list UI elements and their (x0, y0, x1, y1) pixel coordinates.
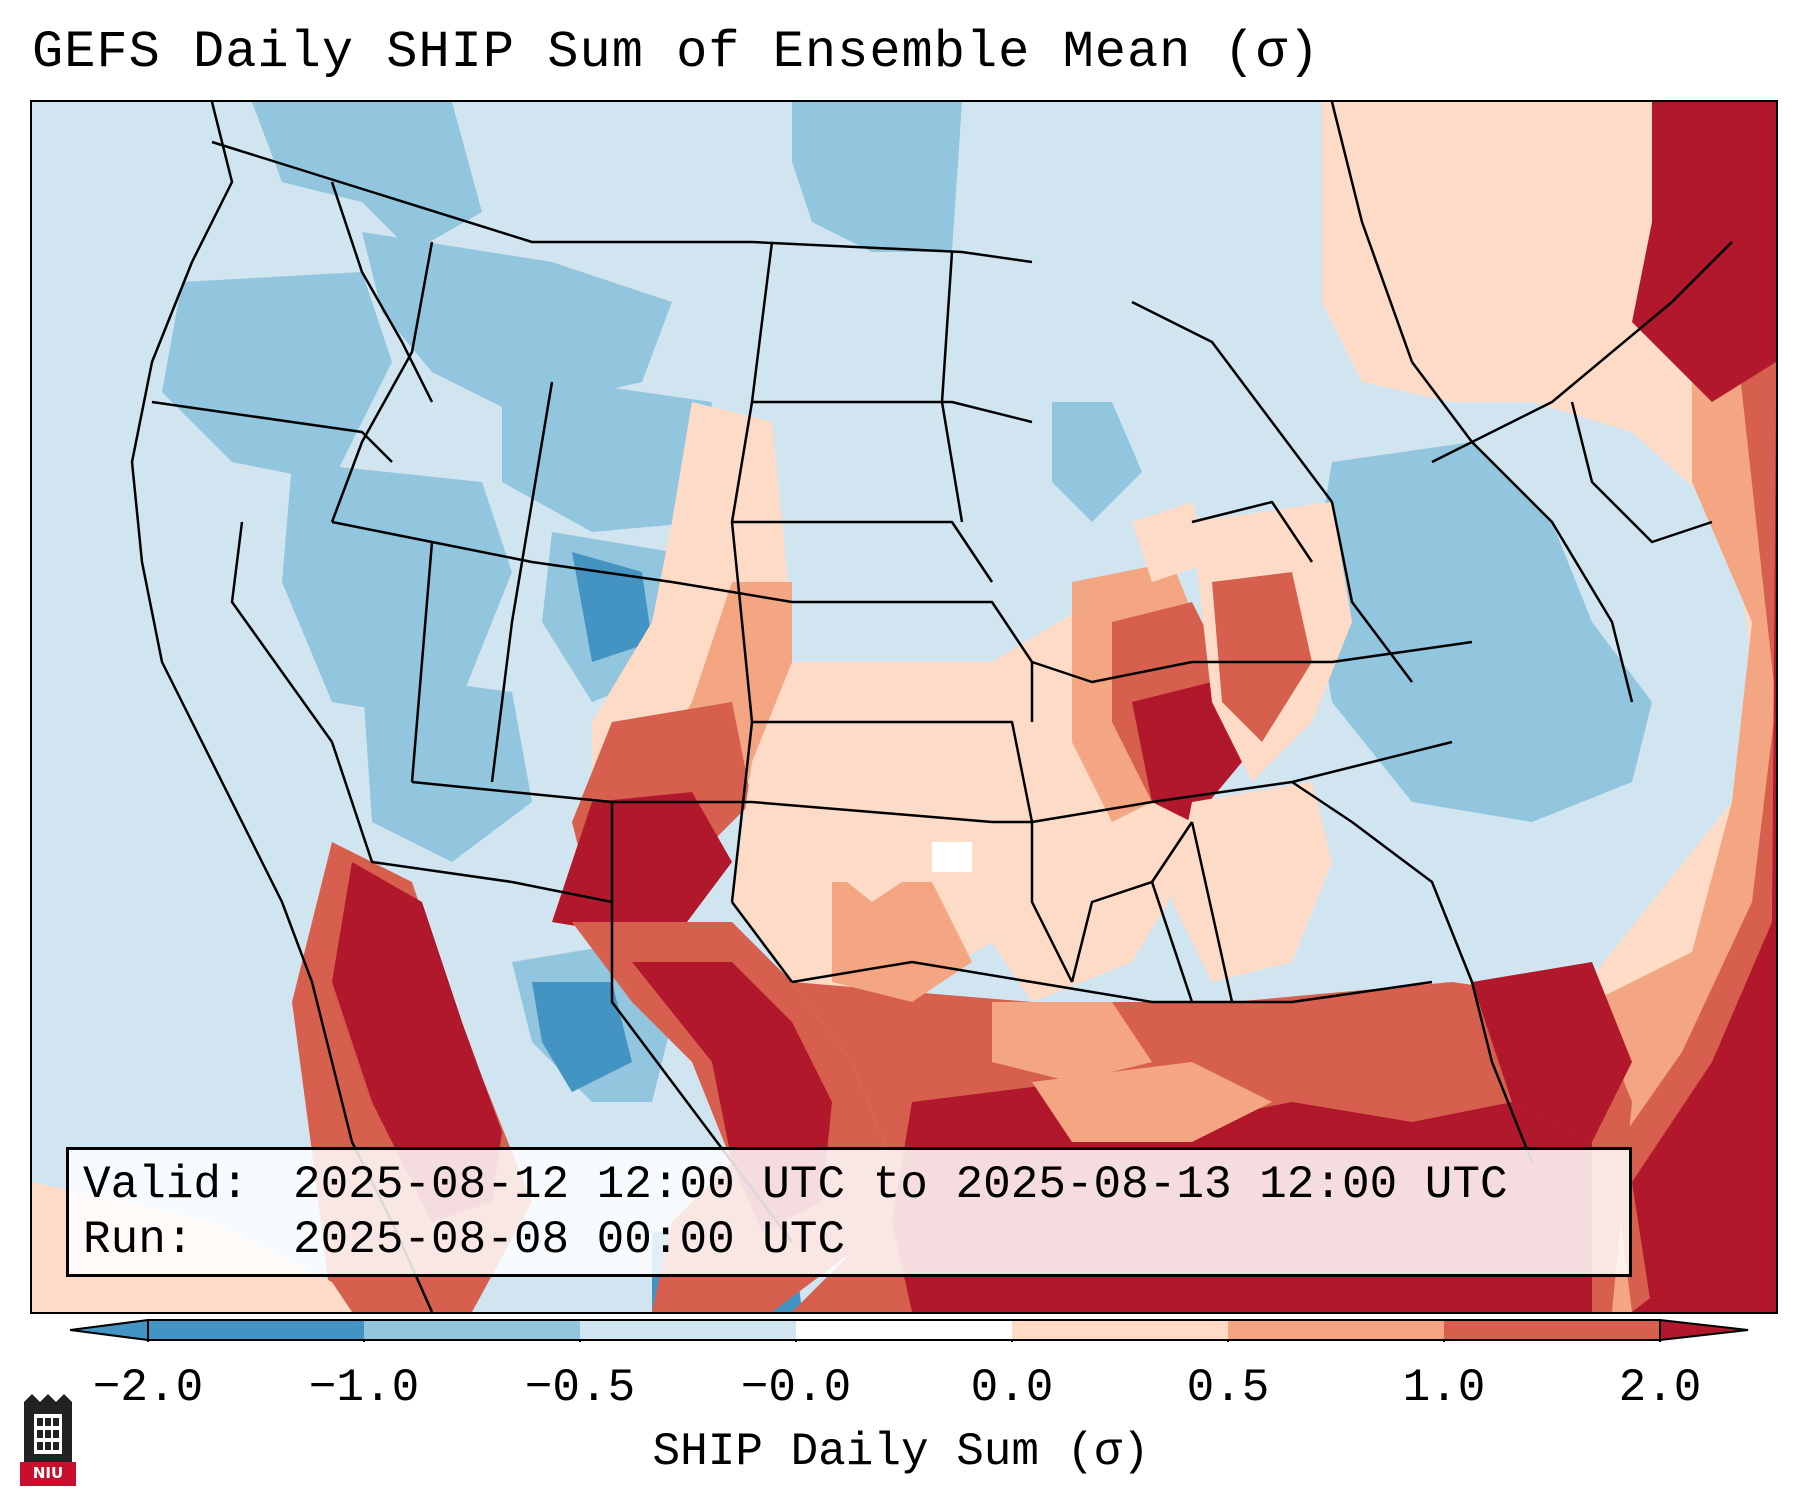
negative-anomaly-regions (162, 102, 1652, 1312)
colorbar-tick-2: −1.0 (308, 1362, 420, 1414)
colorbar-extend-high (1659, 1318, 1749, 1342)
chart-title: GEFS Daily SHIP Sum of Ensemble Mean (σ) (32, 23, 1321, 82)
colorbar (70, 1318, 1749, 1342)
colorbar-bin-6 (1228, 1320, 1444, 1340)
valid-value: 2025-08-12 12:00 UTC to 2025-08-13 12:00… (293, 1159, 1508, 1211)
positive-anomaly-regions (32, 102, 1776, 1312)
political-boundaries (130, 102, 1733, 1312)
colorbar-bin-1 (148, 1320, 364, 1340)
colorbar-tick-7: 1.0 (1402, 1362, 1486, 1414)
colorbar-extend-low (70, 1318, 149, 1342)
colorbar-tick-5: 0.0 (970, 1362, 1054, 1414)
colorbar-bin-4 (796, 1320, 1012, 1340)
colorbar-ticks (147, 1340, 1661, 1342)
anomaly-map (32, 102, 1776, 1312)
run-label: Run: (83, 1214, 194, 1266)
logo-text: NIU (32, 1464, 64, 1482)
colorbar-tick-4: −0.0 (740, 1362, 852, 1414)
niu-logo: NIU (20, 1392, 76, 1486)
run-value: 2025-08-08 00:00 UTC (293, 1214, 846, 1266)
university-tower-icon (20, 1394, 76, 1486)
colorbar-bin-5 (1012, 1320, 1228, 1340)
near-zero-patches (552, 782, 972, 1142)
colorbar-bin-2 (364, 1320, 580, 1340)
colorbar-bin-3 (580, 1320, 796, 1340)
valid-label: Valid: (83, 1159, 249, 1211)
colorbar-tick-1: −2.0 (92, 1362, 204, 1414)
run-row: Run: 2025-08-08 00:00 UTC (83, 1213, 1615, 1268)
colorbar-tick-3: −0.5 (524, 1362, 636, 1414)
colorbar-label: SHIP Daily Sum (σ) (652, 1426, 1150, 1478)
valid-row: Valid: 2025-08-12 12:00 UTC to 2025-08-13… (83, 1158, 1615, 1213)
colorbar-tick-8: 2.0 (1618, 1362, 1702, 1414)
colorbar-bin-7 (1444, 1320, 1660, 1340)
map-panel (30, 100, 1778, 1314)
colorbar-outline (147, 1319, 1661, 1341)
colorbar-tick-6: 0.5 (1186, 1362, 1270, 1414)
valid-time-box: Valid: 2025-08-12 12:00 UTC to 2025-08-13… (66, 1147, 1632, 1277)
